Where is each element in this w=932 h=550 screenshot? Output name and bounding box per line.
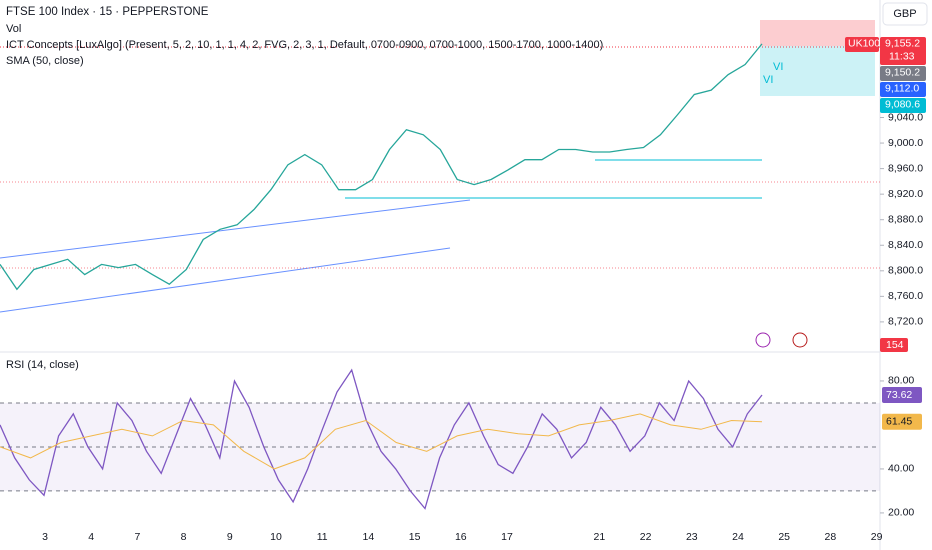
price-tag [880,81,926,97]
x-tick-label: 11 [317,531,328,543]
series-line [0,413,763,470]
price-tag-label: 9,080.6 [885,99,920,111]
price-tag [880,97,926,113]
countdown: 11:33 [889,51,915,63]
price-tag-label: 9,155.2 [885,38,920,50]
x-tick-label: 14 [363,531,375,543]
annotation: VI [763,74,773,86]
y-tick-label: 9,040.0 [888,111,923,123]
currency-label: GBP [893,8,916,20]
indicator-legend: ICT Concepts [LuxAlgo] (Present, 5, 2, 1… [6,39,603,51]
indicator-legend: Vol [6,23,21,35]
y-tick-label: 8,920.0 [888,188,923,200]
x-tick-label: 7 [134,531,140,543]
x-tick-label: 29 [871,531,883,543]
price-tag [880,36,926,65]
x-tick-label: 17 [501,531,513,543]
y-tick-label: 8,960.0 [888,162,923,174]
x-tick-label: 22 [640,531,652,543]
x-tick-label: 9 [227,531,233,543]
y-tick-label: 9,000.0 [888,137,923,149]
y-tick-label: 8,760.0 [888,290,923,302]
x-tick-label: 10 [270,531,282,543]
series-line [0,43,763,291]
y-tick-label: 8,880.0 [888,213,923,225]
volume-tag [880,338,908,352]
price-tag [880,65,926,81]
currency-button[interactable] [882,2,928,26]
y-tick-label: 8,800.0 [888,265,923,277]
x-tick-label: 24 [732,531,744,543]
y-tick-label: 80.00 [888,375,914,387]
channel-line [0,199,471,259]
y-tick-label: 8,720.0 [888,316,923,328]
last-value-tag [882,413,922,430]
y-tick-label: 40.00 [888,463,914,475]
annotation: VI [773,61,783,73]
last-value-label: 61.45 [886,416,912,428]
symbol-tag [845,36,879,52]
y-tick-label: 8,840.0 [888,239,923,251]
x-tick-label: 23 [686,531,698,543]
x-tick-label: 8 [181,531,187,543]
chart-title: FTSE 100 Index · 15 · PEPPERSTONE [6,6,209,18]
event-icon [792,332,808,348]
rsi-legend: RSI (14, close) [6,359,79,371]
channel-line [0,247,451,313]
volume-label: 154 [886,339,904,351]
x-tick-label: 15 [409,531,421,543]
indicator-legend: SMA (50, close) [6,55,84,67]
y-tick-label: 20.00 [888,507,914,519]
event-icon [755,332,771,348]
price-tag-label: 9,150.2 [885,67,920,79]
last-value-label: 73.62 [886,389,912,401]
series-line [0,368,763,510]
x-tick-label: 25 [778,531,790,543]
x-tick-label: 4 [88,531,94,543]
x-tick-label: 16 [455,531,467,543]
x-tick-label: 28 [825,531,837,543]
reward-box [760,46,875,96]
x-tick-label: 21 [594,531,606,543]
x-tick-label: 3 [42,531,48,543]
symbol-label: UK100 [848,38,880,50]
last-value-tag [882,386,922,403]
price-tag-label: 9,112.0 [885,83,919,95]
